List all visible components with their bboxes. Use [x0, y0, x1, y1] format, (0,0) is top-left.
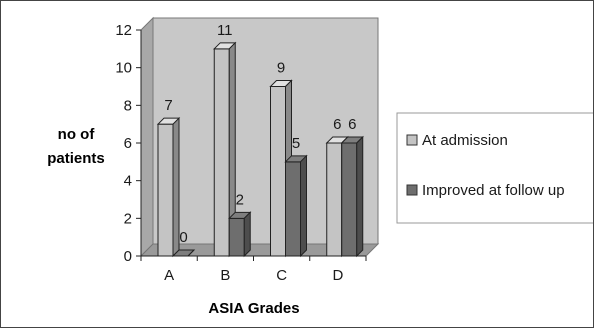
data-label-a-series-0: 7	[164, 97, 172, 114]
bar-side	[172, 116, 180, 258]
y-tick-label-2: 2	[124, 210, 132, 227]
bar-b-series-1	[228, 211, 252, 258]
bar-front	[326, 142, 343, 257]
y-tick-label-4: 4	[124, 173, 132, 190]
data-label-b-series-1: 2	[236, 191, 244, 208]
y-tick-label-12: 12	[115, 22, 132, 39]
y-tick-label-0: 0	[124, 248, 132, 265]
data-label-c-series-1: 5	[292, 135, 300, 152]
data-label-d-series-1: 6	[348, 116, 356, 133]
y-axis-title-line1: no of	[58, 126, 96, 143]
bars-group	[156, 41, 364, 258]
y-tick-label-6: 6	[124, 135, 132, 152]
y-tick-label-8: 8	[124, 97, 132, 114]
x-axis: A B C D	[140, 255, 367, 284]
bar-side	[243, 211, 251, 258]
legend-swatch-at-admission	[406, 134, 418, 146]
plot-side-wall	[140, 16, 154, 258]
bar-front	[213, 48, 230, 257]
bar-front	[285, 161, 301, 257]
bar-front	[228, 217, 245, 257]
bar-d-series-1	[340, 135, 364, 258]
data-label-c-series-0: 9	[277, 60, 285, 77]
y-tick-label-10: 10	[115, 60, 132, 77]
legend: At admission Improved at follow up	[396, 112, 593, 224]
data-label-b-series-0: 11	[217, 22, 233, 39]
bar-side	[300, 154, 307, 258]
bar-b-series-0	[213, 41, 237, 258]
x-tick-label-a: A	[164, 267, 174, 284]
bar-c-series-1	[284, 154, 308, 258]
bar-front	[270, 86, 286, 257]
legend-label-improved: Improved at follow up	[422, 182, 565, 199]
bar-front	[157, 123, 174, 257]
bar-front	[341, 142, 358, 257]
data-label-d-series-0: 6	[333, 116, 341, 133]
legend-label-at-admission: At admission	[422, 132, 508, 149]
y-axis: 0 2 4 6 8 10 12	[115, 22, 142, 265]
data-label-a-series-1: 0	[179, 229, 187, 246]
x-tick-label-c: C	[276, 267, 287, 284]
data-labels-group: 7 0 11 2 9 5 6 6	[164, 22, 356, 246]
legend-swatch-improved	[406, 184, 418, 196]
bar-a-series-0	[156, 116, 181, 258]
bar-side	[187, 249, 195, 257]
legend-box	[396, 112, 593, 224]
x-tick-label-b: B	[220, 267, 230, 284]
y-axis-title-line2: patients	[47, 150, 105, 167]
x-tick-label-d: D	[332, 267, 343, 284]
bar-a-series-1	[171, 249, 196, 257]
bar-side	[356, 135, 364, 258]
x-axis-title: ASIA Grades	[208, 300, 299, 317]
